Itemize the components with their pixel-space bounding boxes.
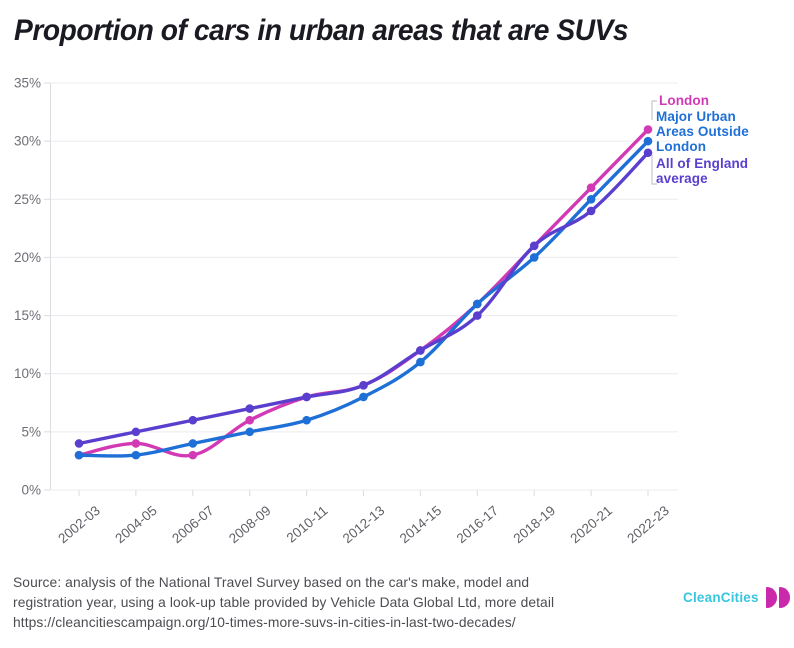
y-tick-label: 25%: [14, 192, 41, 207]
data-point: [643, 148, 653, 158]
y-tick-label: 5%: [21, 424, 41, 439]
x-tick-label: 2004-05: [112, 503, 160, 546]
data-point: [188, 450, 198, 460]
x-tick-label: 2016-17: [454, 503, 502, 546]
legend-connector: [651, 155, 657, 185]
data-point: [188, 439, 198, 448]
cleancities-logo-text: CleanCities: [683, 590, 759, 605]
data-point: [529, 253, 539, 262]
data-point: [586, 183, 596, 192]
cleancities-logo-icon: [765, 587, 790, 608]
data-point: [131, 439, 141, 448]
data-point: [131, 427, 141, 437]
cleancities-logo: CleanCities: [683, 587, 790, 608]
x-tick-label: 2022-23: [624, 503, 672, 546]
data-point: [586, 194, 596, 204]
data-point: [586, 206, 596, 216]
x-tick-label: 2008-09: [226, 503, 274, 546]
data-point: [74, 450, 84, 460]
y-tick-label: 10%: [14, 366, 41, 381]
legend-label-major-urban: Major Urban Areas Outside London: [656, 109, 749, 154]
x-tick-label: 2006-07: [169, 503, 217, 546]
series-line-1: [77, 139, 650, 458]
data-point: [245, 415, 254, 425]
data-point: [131, 450, 141, 460]
y-tick-label: 35%: [14, 76, 41, 91]
legend-label-england-average: All of England average: [656, 156, 749, 186]
data-point: [359, 381, 368, 390]
source-line: https://cleancitiescampaign.org/10-times…: [13, 615, 516, 630]
y-tick-label: 30%: [14, 134, 41, 149]
source-line: registration year, using a look-up table…: [13, 595, 555, 610]
source-line: Source: analysis of the National Travel …: [13, 575, 530, 590]
data-point: [245, 404, 254, 413]
data-point: [302, 392, 311, 402]
x-tick-label: 2010-11: [284, 503, 331, 546]
legend-connector: [651, 100, 657, 120]
data-point: [473, 299, 482, 309]
data-point: [643, 125, 653, 134]
data-point: [302, 415, 311, 425]
x-tick-label: 2020-21: [567, 503, 615, 546]
data-point: [188, 415, 198, 425]
y-tick-label: 15%: [14, 308, 41, 323]
chart-title: Proportion of cars in urban areas that a…: [14, 14, 629, 47]
y-tick-label: 20%: [14, 250, 41, 265]
source-note: Source: analysis of the National Travel …: [13, 573, 554, 633]
data-point: [74, 439, 84, 448]
data-point: [416, 346, 425, 355]
x-tick-label: 2002-03: [55, 503, 103, 546]
y-tick-label: 0%: [21, 483, 41, 498]
data-point: [245, 427, 254, 437]
x-tick-label: 2018-19: [511, 503, 559, 546]
series-line-0: [77, 127, 650, 458]
x-tick-label: 2014-15: [397, 503, 445, 546]
data-point: [473, 311, 482, 320]
series-line-2: [77, 151, 650, 446]
data-point: [643, 136, 653, 146]
legend-label-london: London: [659, 93, 710, 108]
data-point: [416, 357, 425, 367]
data-point: [359, 392, 368, 402]
x-tick-label: 2012-13: [340, 503, 388, 546]
data-point: [529, 241, 539, 251]
